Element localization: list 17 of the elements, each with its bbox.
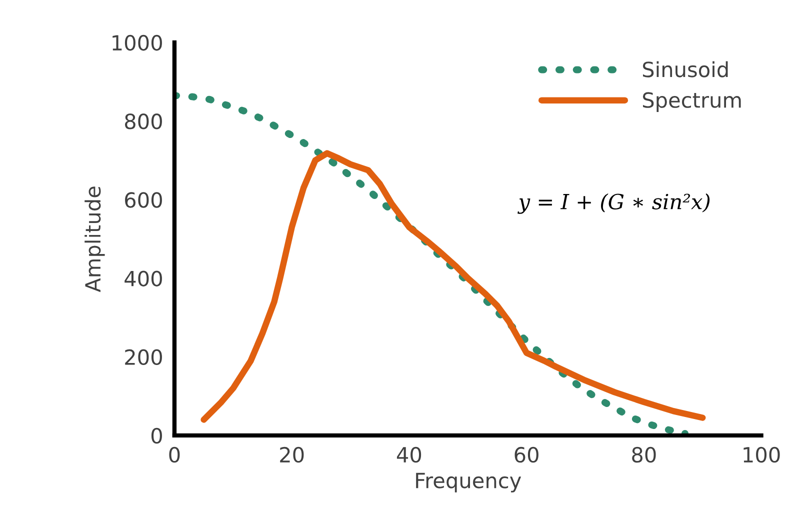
- x-tick-label: 0: [169, 446, 180, 463]
- annotation: y = I + (G ∗ sin²x): [518, 193, 710, 214]
- x-axis-title: Frequency: [416, 472, 522, 492]
- legend-label: Sinusoid: [642, 61, 728, 78]
- y-tick-label: 0: [151, 428, 162, 444]
- y-tick-label: 200: [125, 349, 162, 366]
- legend-label: Spectrum: [642, 92, 741, 112]
- x-tick-label: 60: [514, 446, 538, 463]
- y-axis-title: Amplitude: [84, 186, 105, 292]
- x-tick-label: 20: [280, 446, 304, 463]
- y-tick-label: 600: [125, 192, 162, 208]
- y-tick-label: 1000: [112, 34, 162, 51]
- x-tick-label: 40: [396, 446, 422, 463]
- x-tick-label: 80: [632, 446, 656, 463]
- y-tick-label: 400: [124, 270, 162, 286]
- y-tick-label: 800: [124, 114, 162, 130]
- x-tick-label: 100: [744, 446, 780, 463]
